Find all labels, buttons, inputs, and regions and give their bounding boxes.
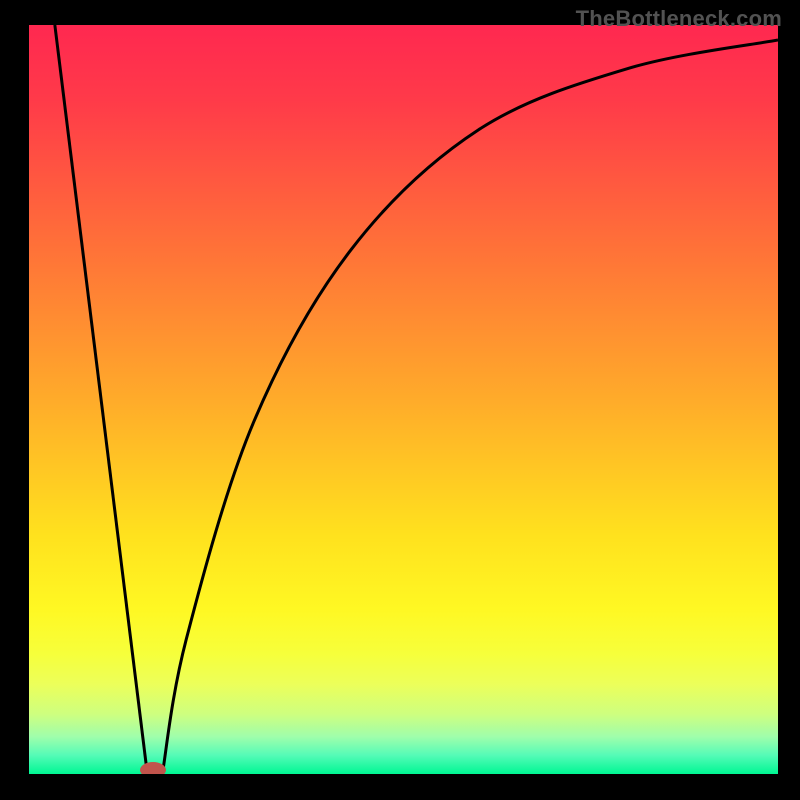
curve-right-branch [162,40,778,774]
chart-canvas: TheBottleneck.com [0,0,800,800]
bottleneck-curve [29,25,778,774]
minimum-marker [140,762,166,775]
curve-left-branch [55,25,148,774]
watermark-text: TheBottleneck.com [576,6,782,32]
plot-area [29,25,778,774]
